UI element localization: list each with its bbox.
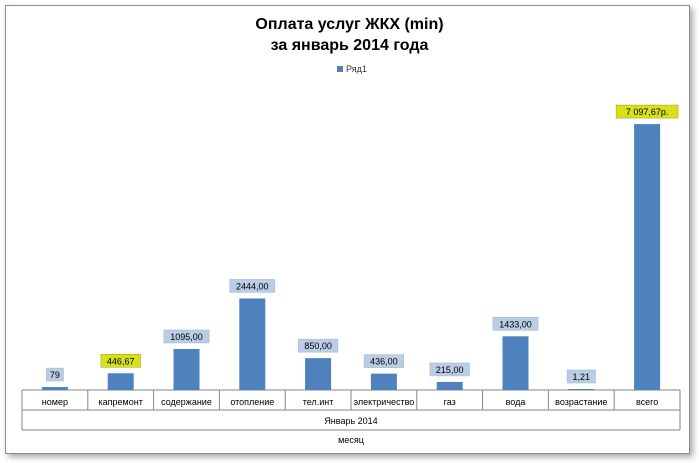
data-label-box <box>229 279 276 293</box>
legend: Ряд1 <box>337 64 367 74</box>
legend-label: Ряд1 <box>346 64 367 74</box>
data-label-box <box>429 362 470 377</box>
category-label: вода <box>506 397 526 407</box>
data-label: 850,00 <box>304 341 332 351</box>
data-label-box <box>566 369 596 384</box>
data-label: 1433,00 <box>499 319 532 329</box>
bar <box>41 387 68 390</box>
bar <box>370 373 397 390</box>
data-label-box <box>46 367 64 382</box>
category-label: тел.инт <box>303 397 334 407</box>
data-label: 1095,00 <box>170 332 203 342</box>
data-label-box <box>363 354 404 368</box>
category-label: всего <box>636 397 658 407</box>
data-label-box <box>615 104 679 119</box>
bar <box>436 381 463 390</box>
category-label: отопление <box>230 397 274 407</box>
bar <box>107 373 134 390</box>
bar <box>239 298 266 390</box>
category-label: возрастание <box>555 397 607 407</box>
data-label: 1,21 <box>573 372 591 382</box>
data-label: 7 097,67р. <box>626 107 669 117</box>
bar <box>173 348 200 390</box>
data-label: 446,67 <box>107 356 135 366</box>
bar <box>634 124 661 391</box>
data-label-box <box>298 338 339 353</box>
x-axis-title: месяц <box>338 435 364 445</box>
category-label: содержание <box>161 397 212 407</box>
chart-title: Оплата услуг ЖКХ (min) <box>255 16 444 33</box>
data-label: 2444,00 <box>236 281 269 291</box>
bar <box>568 389 595 390</box>
category-label: номер <box>42 397 68 407</box>
data-label: 436,00 <box>370 357 398 367</box>
bar <box>305 358 332 390</box>
bar <box>502 336 529 390</box>
data-label-box <box>100 354 141 368</box>
data-label-box <box>163 329 210 344</box>
legend-swatch <box>337 66 343 72</box>
chart-subtitle: за январь 2014 года <box>270 37 429 54</box>
category-label: капремонт <box>99 397 143 407</box>
data-label: 215,00 <box>436 365 464 375</box>
data-label: 79 <box>50 370 60 380</box>
data-label-box <box>492 317 539 331</box>
group-label: Январь 2014 <box>324 416 377 426</box>
category-label: электричество <box>353 397 414 407</box>
category-label: газ <box>444 397 456 407</box>
